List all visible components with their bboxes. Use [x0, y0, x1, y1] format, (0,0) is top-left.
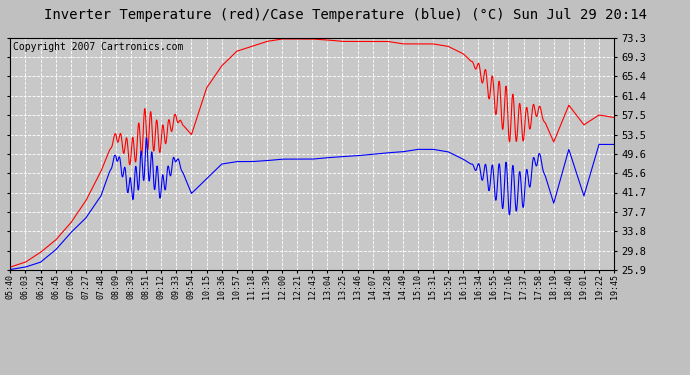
- Text: Inverter Temperature (red)/Case Temperature (blue) (°C) Sun Jul 29 20:14: Inverter Temperature (red)/Case Temperat…: [43, 8, 647, 21]
- Text: Copyright 2007 Cartronics.com: Copyright 2007 Cartronics.com: [13, 42, 184, 52]
